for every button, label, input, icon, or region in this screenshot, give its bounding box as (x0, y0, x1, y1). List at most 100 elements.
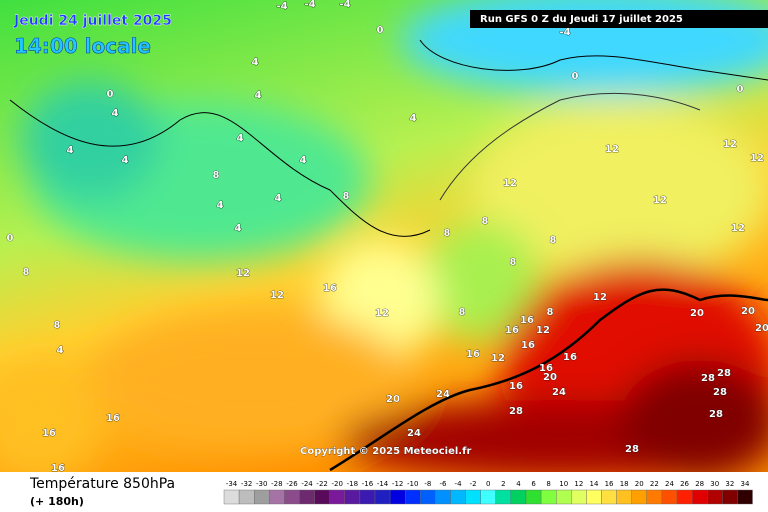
contour-label: 4 (300, 155, 307, 166)
contour-label: 4 (410, 113, 417, 124)
legend-label: 6 (531, 480, 536, 488)
legend-swatch (269, 489, 285, 505)
legend-swatch (722, 489, 738, 505)
contour-label: 12 (593, 292, 607, 303)
legend-swatch (299, 489, 315, 505)
legend-label: -34 (226, 480, 238, 488)
legend-swatch (691, 489, 708, 505)
legend-swatch (329, 489, 346, 505)
legend-label: 12 (574, 480, 583, 488)
legend-label: -14 (377, 480, 389, 488)
legend-swatch (616, 489, 632, 505)
legend-label: 8 (546, 480, 550, 488)
contour-label: 16 (563, 352, 577, 363)
legend-label: 10 (559, 480, 568, 488)
legend-swatch (223, 489, 240, 505)
contour-label: 0 (377, 25, 384, 36)
contour-label: 20 (690, 308, 704, 319)
temperature-field (0, 0, 768, 480)
contour-label: 8 (23, 267, 30, 278)
contour-label: 28 (717, 368, 731, 379)
contour-label: 12 (723, 139, 737, 150)
contour-label: 8 (343, 191, 350, 202)
legend-label: -8 (424, 480, 431, 488)
contour-label: 28 (509, 406, 523, 417)
contour-label: 28 (713, 387, 727, 398)
contour-label: 4 (67, 145, 74, 156)
legend-label: -26 (286, 480, 298, 488)
legend-swatch (344, 489, 361, 505)
legend-label: 30 (710, 480, 719, 488)
legend-label: 22 (650, 480, 659, 488)
contour-label: 28 (701, 373, 715, 384)
legend-swatch (601, 489, 617, 505)
legend-label: -2 (470, 480, 477, 488)
contour-label: 8 (213, 170, 220, 181)
contour-label: 16 (521, 340, 535, 351)
legend-label: 34 (740, 480, 749, 488)
legend-swatch (661, 489, 678, 505)
legend-label: 14 (589, 480, 598, 488)
legend-label: -12 (392, 480, 403, 488)
contour-label: 8 (444, 228, 451, 239)
legend-swatch (737, 489, 753, 505)
contour-label: -4 (559, 27, 570, 38)
contour-label: 12 (653, 195, 667, 206)
legend-swatch (465, 489, 481, 505)
contour-label: 20 (755, 323, 768, 334)
legend-label: -16 (362, 480, 374, 488)
contour-label: 8 (550, 235, 557, 246)
legend-swatch (480, 489, 497, 505)
legend-label: 28 (695, 480, 704, 488)
contour-label: 8 (459, 307, 466, 318)
legend-swatch (676, 489, 693, 505)
contour-label: 12 (536, 325, 550, 336)
forecast-date: Jeudi 24 juillet 2025 (13, 13, 172, 29)
legend-swatch (405, 489, 421, 505)
legend-swatch (510, 489, 527, 505)
contour-label: 16 (505, 325, 519, 336)
contour-label: 28 (625, 444, 639, 455)
legend-label: -30 (256, 480, 267, 488)
legend-swatch (540, 489, 557, 505)
legend-swatch (435, 489, 451, 505)
contour-label: 16 (539, 363, 553, 374)
legend-label: -10 (407, 480, 418, 488)
contour-label: 16 (520, 315, 534, 326)
legend-swatch (646, 489, 663, 505)
legend-swatch (556, 489, 572, 505)
legend-label: 24 (665, 480, 674, 488)
legend-swatch (238, 489, 255, 505)
contour-label: 12 (731, 223, 745, 234)
contour-label: 4 (255, 90, 262, 101)
contour-label: 12 (491, 353, 505, 364)
legend-swatch (284, 489, 300, 505)
legend-swatch (525, 489, 542, 505)
legend-label: 20 (635, 480, 644, 488)
contour-label: 8 (54, 320, 61, 331)
legend-label: 4 (516, 480, 521, 488)
contour-label: 20 (386, 394, 400, 405)
contour-label: 16 (51, 463, 65, 474)
contour-label: 12 (605, 144, 619, 155)
legend-label: -28 (271, 480, 282, 488)
contour-label: 12 (503, 178, 517, 189)
contour-label: 24 (552, 387, 566, 398)
legend-label: -24 (301, 480, 313, 488)
contour-label: 12 (236, 268, 250, 279)
contour-label: 20 (741, 306, 755, 317)
contour-label: 4 (237, 133, 244, 144)
contour-label: 8 (547, 307, 554, 318)
contour-label: 24 (436, 389, 450, 400)
contour-label: -4 (304, 0, 315, 10)
legend-swatch (253, 489, 270, 505)
legend-label: 18 (620, 480, 629, 488)
legend-swatch (571, 489, 587, 505)
legend-swatch (495, 489, 512, 505)
contour-label: 12 (375, 308, 389, 319)
contour-label: 4 (112, 108, 119, 119)
legend-label: 32 (725, 480, 734, 488)
contour-label: 16 (466, 349, 480, 360)
contour-label: 4 (235, 223, 242, 234)
